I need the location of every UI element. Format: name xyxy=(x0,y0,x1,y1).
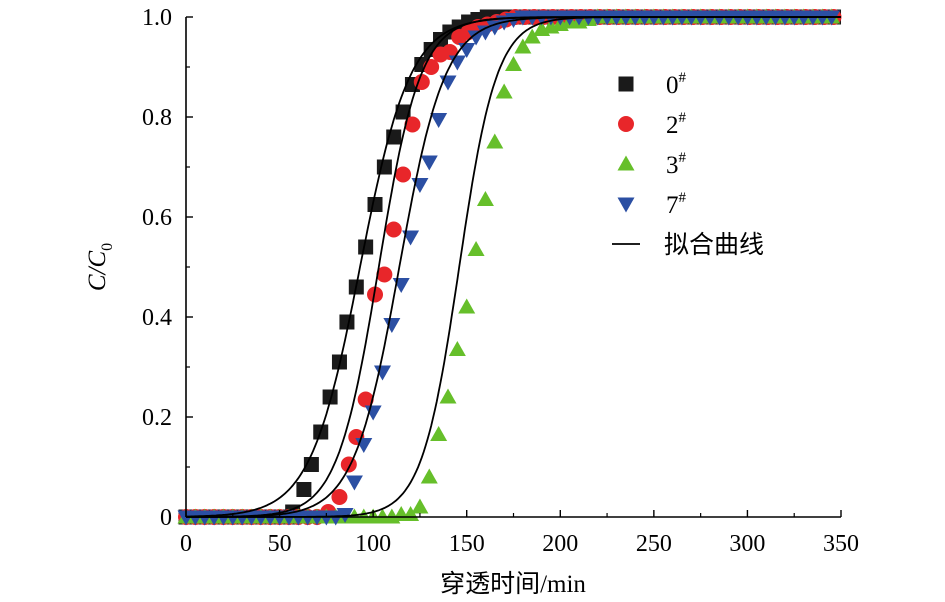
data-point xyxy=(358,239,374,255)
legend-label: 7# xyxy=(666,190,687,219)
series-7-points xyxy=(177,10,841,526)
y-tick-label: 0.6 xyxy=(142,205,172,231)
data-point xyxy=(327,510,345,526)
plot-area xyxy=(177,8,842,526)
y-tick-label: 0.8 xyxy=(142,105,172,131)
data-point xyxy=(376,266,393,283)
legend-label: 2# xyxy=(666,110,687,139)
data-point xyxy=(402,230,420,246)
x-tick-label: 300 xyxy=(729,531,765,557)
x-tick-label: 250 xyxy=(636,531,672,557)
data-point xyxy=(486,133,504,149)
y-axis-title-subscript: 0 xyxy=(99,243,116,251)
data-point xyxy=(322,389,338,405)
data-point xyxy=(340,456,357,473)
x-axis-title: 穿透时间/min xyxy=(440,570,586,598)
legend: 0# 2# 3# 7# 拟合曲线 xyxy=(612,70,764,259)
data-point xyxy=(476,25,494,41)
legend-marker xyxy=(618,76,634,92)
data-point xyxy=(420,155,438,171)
x-tick-label: 0 xyxy=(180,531,192,557)
legend-marker xyxy=(617,155,635,171)
data-point xyxy=(476,191,494,206)
data-point xyxy=(411,498,429,514)
fit-curve-0 xyxy=(186,16,841,518)
data-point xyxy=(823,10,841,26)
fit-curve-3 xyxy=(186,16,841,518)
data-point xyxy=(385,221,402,238)
data-point xyxy=(404,116,421,133)
data-point xyxy=(430,426,448,441)
fit-curve-7 xyxy=(186,16,841,518)
fit-curve-2 xyxy=(185,16,841,518)
data-point xyxy=(495,83,513,99)
legend-item-fit: 拟合曲线 xyxy=(612,231,764,259)
data-point xyxy=(367,197,383,212)
data-point xyxy=(523,28,541,44)
y-axis-title: C/C0 xyxy=(84,243,116,291)
data-point xyxy=(514,38,532,54)
legend-marker xyxy=(618,116,634,132)
x-tick-label: 350 xyxy=(823,531,859,557)
y-tick-label: 0 xyxy=(160,505,172,531)
data-point xyxy=(486,20,504,36)
y-tick-label: 1.0 xyxy=(142,5,172,31)
series-3-points xyxy=(177,8,841,524)
axes xyxy=(185,17,841,518)
data-point xyxy=(458,298,476,314)
y-tick-label: 0.2 xyxy=(142,405,172,431)
legend-label: 3# xyxy=(666,150,687,179)
data-point xyxy=(395,104,411,120)
data-point xyxy=(505,56,522,71)
data-point xyxy=(467,30,485,46)
x-tick-label: 200 xyxy=(542,531,578,557)
series-2-points xyxy=(178,9,842,525)
axis-ticks: 0 50 100 150 200 250 300 350 0 0.2 0.4 0.6 0.8 1.0 xyxy=(142,5,859,557)
data-point xyxy=(395,166,412,183)
data-point xyxy=(331,489,348,505)
y-tick-label: 0.4 xyxy=(142,305,172,331)
data-point xyxy=(374,365,391,381)
data-point xyxy=(448,341,466,356)
data-point xyxy=(364,405,382,421)
data-point xyxy=(339,314,355,330)
legend-item: 7# xyxy=(617,190,687,219)
y-axis-title-main: C/C xyxy=(84,251,111,292)
legend-item: 0# xyxy=(618,70,687,99)
legend-marker xyxy=(617,197,635,213)
legend-item: 3# xyxy=(617,150,687,179)
data-point xyxy=(296,482,312,497)
x-tick-label: 150 xyxy=(449,531,485,557)
legend-label-superscript: # xyxy=(679,190,687,206)
x-tick-label: 100 xyxy=(355,531,391,557)
series-0-points xyxy=(178,9,842,525)
x-tick-label: 50 xyxy=(268,531,292,557)
data-point xyxy=(467,241,485,256)
legend-label: 0# xyxy=(666,70,687,99)
data-point xyxy=(383,318,401,333)
legend-item: 2# xyxy=(618,110,687,139)
data-point xyxy=(420,468,438,484)
legend-label-superscript: # xyxy=(679,110,687,126)
legend-label-superscript: # xyxy=(679,150,687,166)
legend-label-fit: 拟合曲线 xyxy=(664,231,764,259)
data-point xyxy=(430,113,448,128)
data-point xyxy=(439,388,457,404)
data-point xyxy=(345,475,363,491)
legend-label-superscript: # xyxy=(679,70,687,86)
data-point xyxy=(357,391,374,408)
